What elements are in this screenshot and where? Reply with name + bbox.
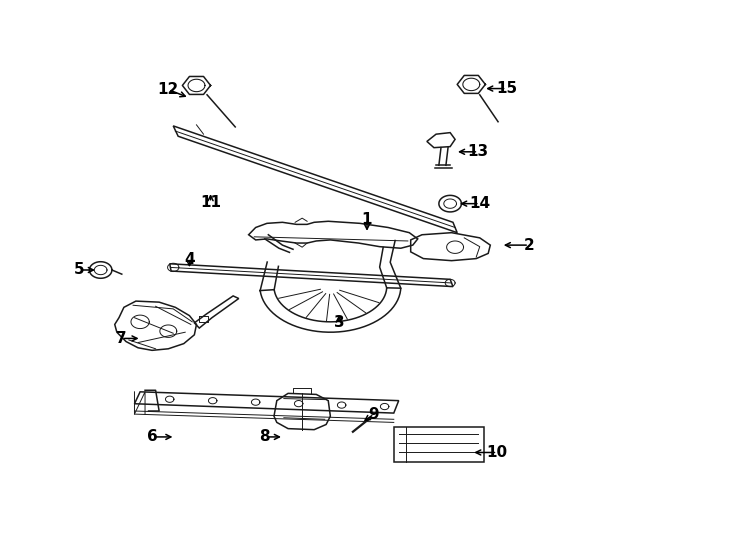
Text: 5: 5 [74, 262, 85, 278]
Text: 11: 11 [200, 195, 221, 210]
Bar [393, 427, 484, 462]
Text: 15: 15 [496, 81, 517, 96]
Text: 8: 8 [260, 429, 270, 444]
Text: 13: 13 [468, 144, 489, 159]
Text: 10: 10 [487, 445, 508, 460]
Text: 12: 12 [158, 82, 179, 97]
Text: 9: 9 [368, 407, 379, 422]
Text: 3: 3 [333, 315, 344, 330]
Text: 4: 4 [184, 252, 195, 267]
Text: 2: 2 [523, 238, 534, 253]
Text: 7: 7 [117, 331, 127, 346]
Text: 14: 14 [469, 196, 490, 211]
Text: 1: 1 [362, 212, 372, 227]
Text: 6: 6 [147, 429, 158, 444]
